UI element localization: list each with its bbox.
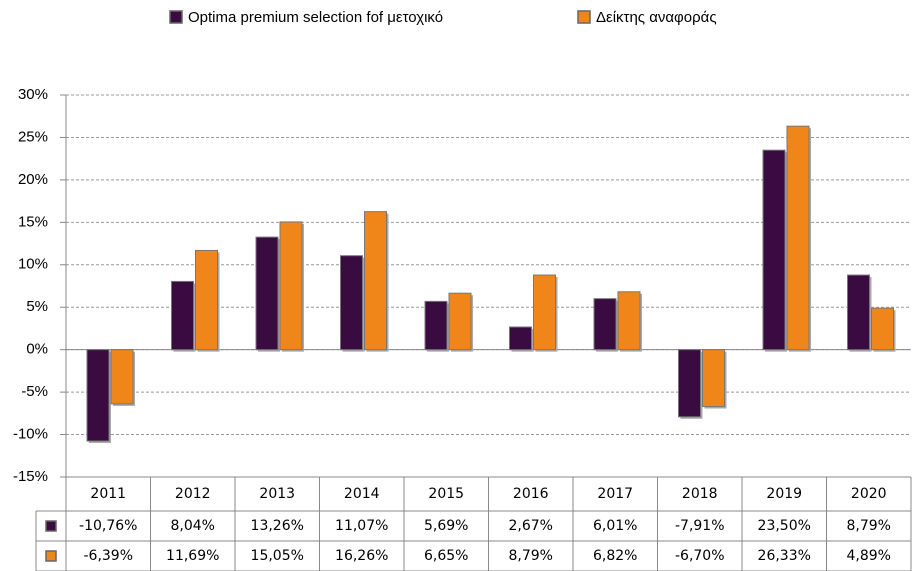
- table-value: -10,76%: [79, 518, 137, 534]
- y-tick-label: 25%: [18, 128, 48, 145]
- table-value: 8,79%: [509, 548, 553, 564]
- y-tick-label: 30%: [18, 86, 48, 103]
- table-value: 8,79%: [847, 518, 891, 534]
- table-value: 4,89%: [847, 548, 891, 564]
- table-value: 6,65%: [424, 548, 468, 564]
- table-value: 26,33%: [758, 548, 811, 564]
- table-value: 8,04%: [171, 518, 215, 534]
- x-tick-label: 2019: [766, 486, 802, 502]
- bar: [702, 349, 725, 408]
- x-tick-label: 2016: [513, 486, 549, 502]
- table-value: 6,01%: [593, 518, 637, 534]
- bar: [678, 349, 701, 418]
- y-tick-label: 0%: [26, 341, 48, 358]
- bar: [617, 291, 641, 351]
- bar: [110, 349, 134, 405]
- bar: [424, 300, 448, 351]
- bar: [364, 211, 387, 351]
- table-value: 11,07%: [335, 518, 388, 534]
- y-tick-label: -15%: [13, 468, 48, 485]
- y-tick-label: 15%: [18, 213, 48, 230]
- legend-label: Optima premium selection fof μετοχικό: [188, 9, 443, 26]
- x-tick-label: 2012: [175, 486, 211, 502]
- x-tick-label: 2014: [344, 486, 380, 502]
- bar: [195, 249, 218, 351]
- y-tick-label: 20%: [18, 171, 48, 188]
- table-value: 2,67%: [509, 518, 553, 534]
- bar: [340, 255, 363, 351]
- bar: [279, 221, 303, 351]
- bar: [847, 274, 870, 351]
- x-tick-label: 2017: [597, 486, 633, 502]
- table-value: -6,39%: [83, 548, 133, 564]
- legend-label: Δείκτης αναφοράς: [596, 9, 717, 26]
- bar: [448, 292, 472, 351]
- bar: [509, 326, 532, 351]
- table-value: 23,50%: [758, 518, 811, 534]
- legend-swatch: [577, 10, 591, 24]
- x-tick-label: 2013: [259, 486, 295, 502]
- table-legend-swatch: [45, 550, 57, 562]
- x-tick-label: 2015: [428, 486, 464, 502]
- legend-swatch: [169, 10, 183, 24]
- y-tick-label: -5%: [21, 383, 48, 400]
- bar: [762, 149, 786, 351]
- x-tick-label: 2011: [90, 486, 126, 502]
- table-value: -6,70%: [675, 548, 725, 564]
- bar: [593, 298, 617, 351]
- bar: [786, 125, 810, 351]
- table-value: 5,69%: [424, 518, 468, 534]
- y-tick-label: 10%: [18, 256, 48, 273]
- y-tick-label: 5%: [26, 298, 48, 315]
- table-legend-swatch: [45, 520, 57, 532]
- y-tick-label: -10%: [13, 426, 48, 443]
- table-value: 15,05%: [251, 548, 304, 564]
- table-value: 6,82%: [593, 548, 637, 564]
- bar: [171, 280, 194, 351]
- bar: [86, 349, 110, 442]
- x-tick-label: 2020: [851, 486, 887, 502]
- table-value: 11,69%: [166, 548, 219, 564]
- table-value: -7,91%: [675, 518, 725, 534]
- x-tick-label: 2018: [682, 486, 718, 502]
- bar: [533, 274, 556, 351]
- table-value: 13,26%: [251, 518, 304, 534]
- bar: [871, 307, 894, 351]
- table-value: 16,26%: [335, 548, 388, 564]
- bar: [255, 236, 279, 351]
